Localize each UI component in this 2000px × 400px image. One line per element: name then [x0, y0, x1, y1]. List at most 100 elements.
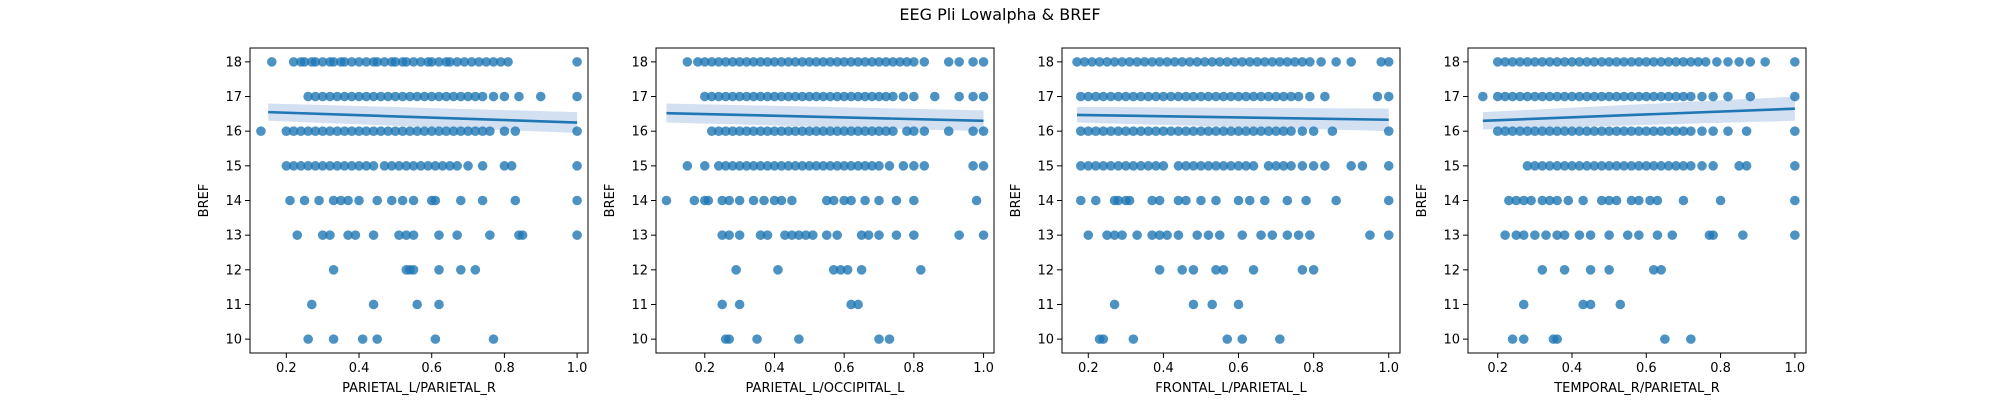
data-point — [1154, 265, 1165, 275]
x-axis: 0.2 0.4 0.6 0.8 1.0 — [694, 353, 994, 376]
data-point — [699, 57, 710, 67]
data-point — [455, 195, 466, 206]
data-point — [706, 57, 717, 67]
data-point — [1656, 57, 1666, 67]
data-point — [741, 126, 752, 136]
data-point — [1582, 161, 1592, 171]
x-tick-label: 0.2 — [694, 361, 715, 376]
y-tick-label: 14 — [1037, 194, 1054, 209]
data-point — [1075, 161, 1086, 171]
data-point — [1166, 91, 1176, 102]
data-point — [1559, 126, 1570, 136]
data-point — [1233, 299, 1244, 310]
data-point — [1686, 91, 1696, 102]
data-point — [1263, 126, 1274, 136]
data-point — [514, 91, 524, 102]
data-point — [1297, 57, 1308, 67]
data-point — [1308, 126, 1319, 136]
data-point — [1585, 299, 1596, 310]
data-point — [434, 91, 444, 102]
data-point — [1518, 230, 1529, 240]
x-tick-label: 0.4 — [764, 361, 785, 376]
data-point — [832, 57, 842, 67]
data-point — [919, 161, 930, 171]
data-point — [303, 126, 313, 136]
data-point — [296, 161, 306, 171]
data-point — [1790, 195, 1800, 206]
data-point — [1559, 91, 1570, 102]
data-point — [332, 126, 343, 136]
data-point — [1136, 126, 1146, 136]
data-point — [1585, 230, 1596, 240]
data-point — [1113, 91, 1124, 102]
data-point — [943, 57, 954, 67]
data-point — [350, 230, 361, 240]
confidence-band — [1482, 96, 1795, 130]
data-point — [1544, 126, 1555, 136]
data-point — [1263, 91, 1274, 102]
data-point — [463, 161, 473, 171]
data-point — [1226, 126, 1236, 136]
data-point — [804, 161, 815, 171]
data-point — [1790, 126, 1800, 136]
data-point — [1177, 57, 1187, 67]
data-point — [328, 265, 339, 275]
data-point — [372, 334, 383, 344]
data-point — [1567, 126, 1577, 136]
data-point — [376, 126, 386, 136]
data-point — [1083, 126, 1094, 136]
data-point — [776, 195, 787, 206]
y-tick-label: 12 — [225, 263, 242, 278]
data-point — [818, 161, 829, 171]
data-point — [1383, 57, 1394, 67]
data-point — [1282, 195, 1293, 206]
data-point — [891, 195, 902, 206]
data-point — [285, 195, 295, 206]
data-point — [699, 161, 710, 171]
data-point — [463, 91, 473, 102]
data-point — [1641, 126, 1652, 136]
data-point — [317, 161, 328, 171]
data-point — [1151, 126, 1161, 136]
data-point — [1656, 126, 1666, 136]
data-point — [1522, 161, 1533, 171]
data-point — [1237, 334, 1248, 344]
data-point — [394, 230, 404, 240]
data-point — [1203, 126, 1214, 136]
data-point — [1327, 126, 1338, 136]
data-point — [846, 195, 856, 206]
data-point — [794, 334, 804, 344]
y-tick-label: 11 — [631, 298, 648, 313]
data-point — [1121, 161, 1131, 171]
data-point — [1106, 161, 1116, 171]
data-point — [1203, 230, 1214, 240]
data-point — [874, 126, 884, 136]
data-point — [1271, 161, 1281, 171]
data-point — [481, 57, 492, 67]
y-tick-label: 11 — [225, 298, 242, 313]
y-axis: 10 11 12 13 14 15 16 17 18 — [631, 55, 656, 348]
data-point — [405, 91, 415, 102]
data-point — [448, 126, 459, 136]
data-point — [713, 57, 724, 67]
data-point — [383, 91, 393, 102]
data-point — [1611, 57, 1622, 67]
data-point — [267, 57, 277, 67]
data-point — [717, 230, 728, 240]
data-point — [339, 57, 350, 67]
data-point — [1196, 161, 1206, 171]
data-point — [485, 230, 495, 240]
data-point — [1604, 195, 1614, 206]
data-point — [368, 91, 379, 102]
data-point — [488, 91, 499, 102]
data-point — [818, 91, 829, 102]
data-point — [1256, 126, 1266, 136]
data-point — [1147, 195, 1157, 206]
data-point — [1207, 57, 1218, 67]
data-point — [1619, 91, 1629, 102]
data-point — [419, 126, 430, 136]
data-point — [1611, 161, 1622, 171]
data-point — [1241, 161, 1251, 171]
x-tick-label: 0.8 — [1710, 361, 1731, 376]
data-point — [1203, 161, 1214, 171]
